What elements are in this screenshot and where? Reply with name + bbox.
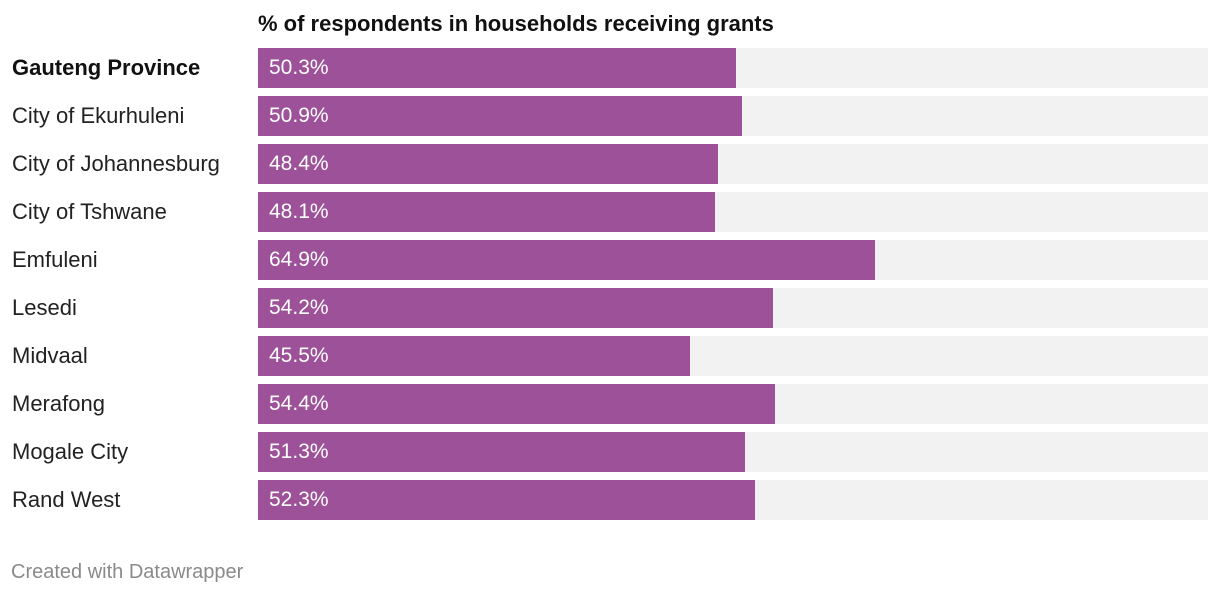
category-label: Midvaal: [12, 343, 88, 368]
bar-row: Gauteng Province 50.3%: [0, 48, 1220, 88]
bar-row: City of Tshwane 48.1%: [0, 192, 1220, 232]
bar: [258, 384, 775, 424]
bar-row: Midvaal 45.5%: [0, 336, 1220, 376]
bar-value-label: 51.3%: [269, 440, 329, 463]
category-label: Rand West: [12, 487, 121, 512]
bar: [258, 336, 690, 376]
category-label: Emfuleni: [12, 247, 98, 272]
bar: [258, 48, 736, 88]
category-label: Merafong: [12, 391, 105, 416]
bar: [258, 480, 755, 520]
bar: [258, 432, 745, 472]
category-label: City of Tshwane: [12, 199, 167, 224]
bar-row: City of Johannesburg 48.4%: [0, 144, 1220, 184]
bar-value-label: 54.4%: [269, 392, 329, 415]
bar-row: Merafong 54.4%: [0, 384, 1220, 424]
category-label: City of Ekurhuleni: [12, 103, 185, 128]
bar-value-label: 50.9%: [269, 104, 329, 127]
bar-row: City of Ekurhuleni 50.9%: [0, 96, 1220, 136]
bar-track: 54.2%: [258, 288, 1208, 328]
bar-value-label: 50.3%: [269, 56, 329, 79]
bar-value-label: 54.2%: [269, 296, 329, 319]
bar: [258, 240, 875, 280]
bar: [258, 144, 718, 184]
bar-track: 64.9%: [258, 240, 1208, 280]
category-label: Gauteng Province: [12, 55, 201, 80]
bar-row: Emfuleni 64.9%: [0, 240, 1220, 280]
bar-track: 48.4%: [258, 144, 1208, 184]
bar-track: 50.3%: [258, 48, 1208, 88]
bar-track: 45.5%: [258, 336, 1208, 376]
bar-row: Lesedi 54.2%: [0, 288, 1220, 328]
bar-rows: Gauteng Province 50.3% City of Ekurhuleni 5…: [0, 48, 1220, 528]
category-label: Lesedi: [12, 295, 77, 320]
bar-value-label: 64.9%: [269, 248, 329, 271]
bar-row: Rand West 52.3%: [0, 480, 1220, 520]
bar: [258, 288, 773, 328]
bar-value-label: 45.5%: [269, 344, 329, 367]
bar-track: 51.3%: [258, 432, 1208, 472]
bar: [258, 96, 742, 136]
bar-track: 48.1%: [258, 192, 1208, 232]
bar-row: Mogale City 51.3%: [0, 432, 1220, 472]
datawrapper-credit[interactable]: Created with Datawrapper: [11, 561, 244, 583]
bar-value-label: 48.1%: [269, 200, 329, 223]
bar-value-label: 48.4%: [269, 152, 329, 175]
category-label: Mogale City: [12, 439, 129, 464]
chart-title: % of respondents in households receiving…: [258, 11, 774, 36]
category-label: City of Johannesburg: [12, 151, 220, 176]
bar-value-label: 52.3%: [269, 488, 329, 511]
bar-track: 50.9%: [258, 96, 1208, 136]
bar: [258, 192, 715, 232]
bar-track: 52.3%: [258, 480, 1208, 520]
bar-track: 54.4%: [258, 384, 1208, 424]
